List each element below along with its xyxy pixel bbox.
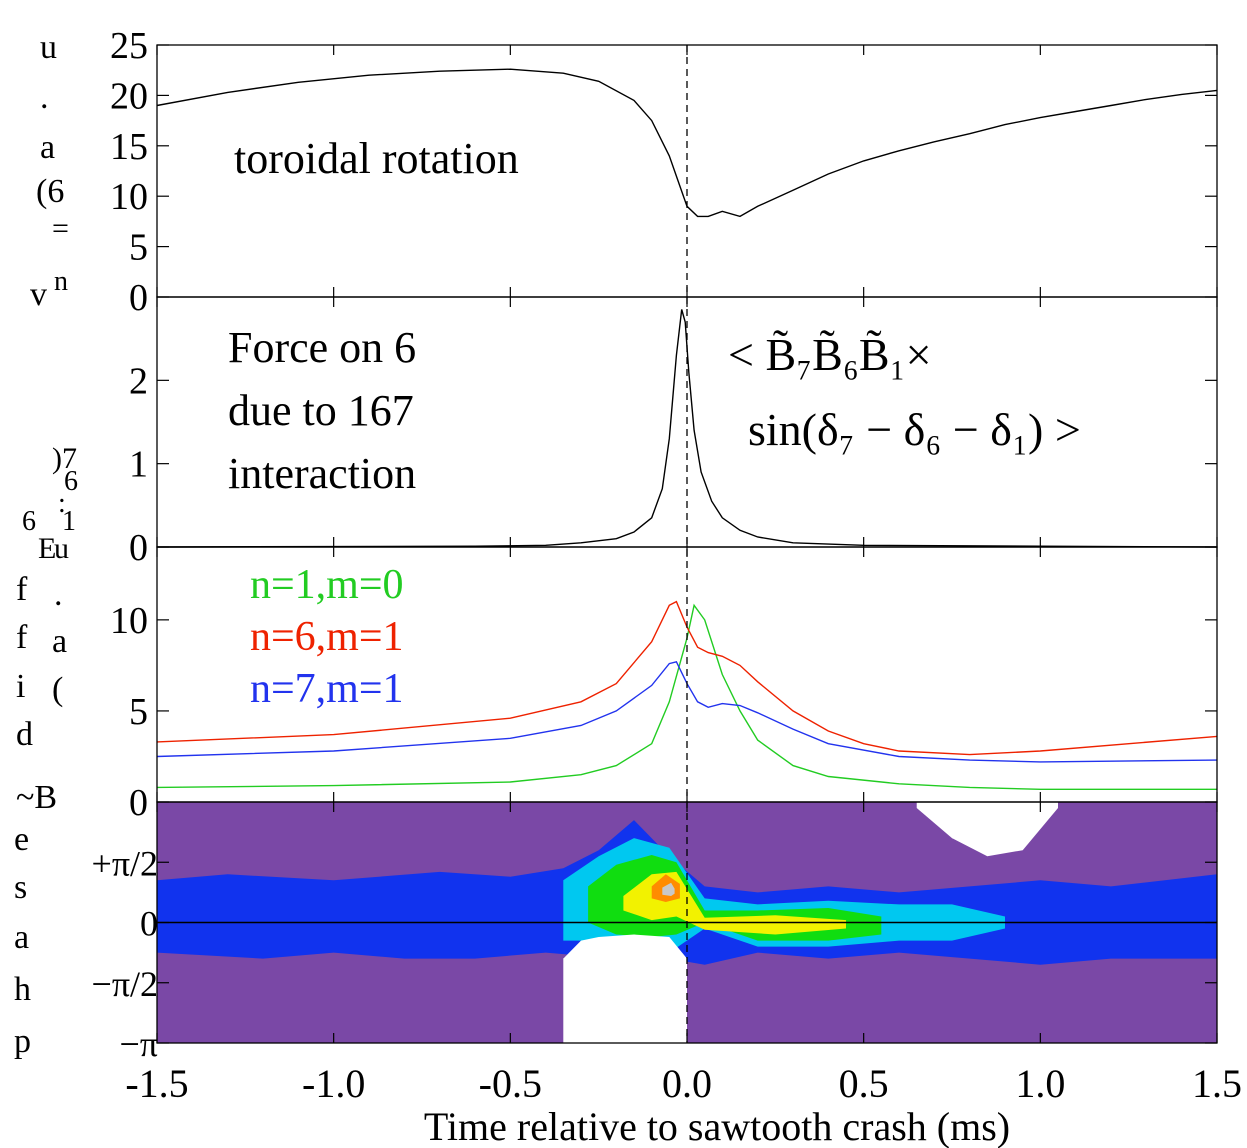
phase-y-tick-label-3: +π/2 (92, 843, 158, 883)
x-tick-label-4: 0.5 (839, 1061, 889, 1106)
rotation-panel (156, 68, 1218, 218)
ylabel-rotation-u: u (40, 29, 57, 66)
y-tick-label-0-4: 20 (110, 75, 148, 117)
phase-y-tick-label-1: −π/2 (92, 964, 158, 1004)
ylabel-amp-dot: . (54, 576, 63, 613)
amplitude-panel (156, 600, 1218, 790)
x-tick-label-5: 1.0 (1015, 1061, 1065, 1106)
x-tick-label-0: -1.5 (125, 1061, 188, 1106)
ylabel-amp-f1: f (16, 571, 28, 608)
y-tick-label-0-0: 0 (129, 277, 148, 319)
x-tick-label-1: -1.0 (302, 1061, 365, 1106)
ylabel-phase-h: h (14, 971, 31, 1008)
ylabel-force-E: E (38, 532, 56, 565)
phase-y-tick-label-2: 0 (140, 904, 158, 944)
ylabel-rotation-n: n (54, 266, 68, 297)
force-annotation-line-3: interaction (228, 449, 416, 498)
ylabel-phase-p: p (14, 1023, 31, 1060)
ylabel-amp-i: i (16, 668, 25, 705)
ylabel-force-u: u (54, 532, 69, 565)
ylabel-amp-tildeB: ~B (16, 779, 57, 816)
x-tick-label-2: -0.5 (479, 1061, 542, 1106)
x-tick-label-3: 0.0 (662, 1061, 712, 1106)
force-panel (156, 309, 1218, 548)
ylabel-force-colon: : (58, 488, 66, 519)
series-line-n-7-m-1 (156, 660, 1218, 763)
y-tick-label-1-1: 1 (129, 444, 148, 486)
series-line-n-6-m-1 (156, 600, 1218, 756)
legend-n1m0: n=1,m=0 (250, 562, 404, 608)
series-line-toroidal-rotation-0 (156, 68, 1218, 218)
ylabel-rotation-dot: . (40, 79, 49, 116)
y-tick-label-0-3: 15 (110, 126, 148, 168)
y-tick-label-2-0: 0 (129, 782, 148, 824)
ylabel-amp-paren: ( (52, 671, 63, 708)
y-tick-label-1-0: 0 (129, 527, 148, 569)
y-tick-label-0-1: 5 (129, 227, 148, 269)
x-axis-label: Time relative to sawtooth crash (ms) (424, 1104, 1010, 1148)
y-tick-label-0-2: 10 (110, 176, 148, 218)
ylabel-amp-a: a (52, 623, 67, 660)
ylabel-rotation-paren6: (6 (36, 173, 64, 210)
ylabel-amp-d: d (16, 716, 33, 753)
y-tick-label-2-1: 5 (129, 691, 148, 733)
ylabel-rotation-equals: = (52, 212, 69, 245)
rotation-annotation: toroidal rotation (234, 134, 519, 183)
ylabel-phase-e: e (14, 821, 29, 858)
y-tick-label-1-2: 2 (129, 360, 148, 402)
ylabel-force-6: 6 (64, 466, 78, 497)
ylabel-rotation-v: v (30, 276, 47, 313)
legend-n6m1: n=6,m=1 (250, 614, 404, 660)
ylabel-rotation-a: a (40, 129, 55, 166)
y-tick-label-0-5: 25 (110, 25, 148, 67)
ylabel-phase-a: a (14, 919, 29, 956)
ylabel-force-1: 1 (62, 506, 76, 537)
phase-contour-5 (662, 882, 675, 896)
ylabel-force-6b: 6 (22, 506, 36, 537)
ylabel-amp-f2: f (16, 619, 28, 656)
x-tick-label-6: 1.5 (1192, 1061, 1242, 1106)
phase-blank-lower (563, 934, 687, 1043)
force-formula-line-2: sin(δ₇ − δ₆ − δ₁) > (748, 404, 1081, 455)
force-annotation-line-2: due to 167 (228, 386, 414, 435)
legend-n7m1: n=7,m=1 (250, 666, 404, 712)
force-annotation-line-1: Force on 6 (228, 323, 416, 372)
ylabel-phase-s: s (14, 869, 27, 906)
y-tick-label-2-2: 10 (110, 600, 148, 642)
series-line-force-0 (156, 309, 1218, 548)
phase-y-tick-label-0: −π (120, 1024, 158, 1064)
axes-group: -1.5 -1.0 -0.5 0.0 0.5 1.0 1.50510152025012051… (92, 25, 1242, 1106)
series-line-n-1-m-0 (156, 603, 1217, 790)
phase-blank-upper (916, 802, 1058, 857)
force-formula-line-1: < B̃₇B̃₆B̃₁× (728, 329, 932, 380)
ylabel-force-paren7: )7 (52, 442, 77, 475)
